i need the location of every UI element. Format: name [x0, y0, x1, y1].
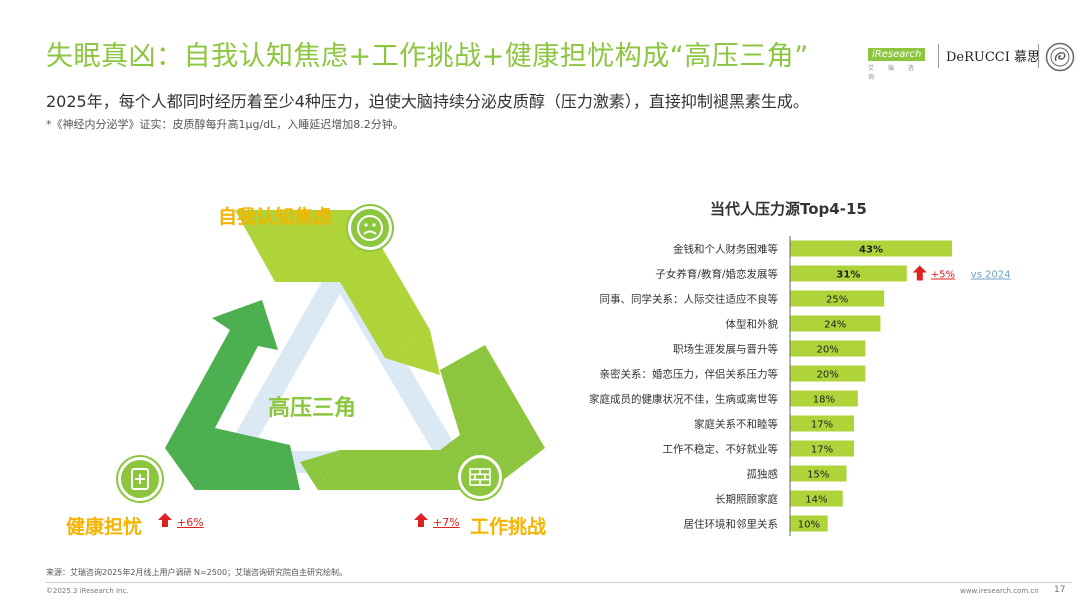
bar-value-label: 17% [811, 445, 833, 456]
triangle-center-label: 高压三角 [268, 396, 357, 421]
delta-health-worry: +6% [177, 516, 204, 529]
copyright: ©2025.3 iResearch Inc. [46, 587, 129, 595]
delta-work-challenge: +7% [433, 516, 460, 529]
bar [790, 390, 858, 407]
sad-face-icon-glyph [357, 215, 383, 241]
bar [790, 440, 855, 457]
bar [790, 365, 866, 382]
iresearch-logo-sub: 艾 瑞 咨 询 [868, 65, 920, 81]
annotation-compare: vs 2024 [971, 270, 1011, 281]
bar [790, 515, 828, 532]
bar-value-label: 25% [826, 295, 848, 306]
bar-value-label: 10% [798, 520, 820, 531]
bar [790, 240, 952, 257]
bar-value-label: 43% [859, 245, 883, 256]
up-arrow-icon [158, 513, 172, 527]
pressure-triangle-graphic [165, 210, 545, 490]
bar [790, 490, 843, 507]
bar-category-label: 居住环境和邻里关系 [684, 518, 779, 531]
bar [790, 340, 866, 357]
bar-category-label: 亲密关系：婚恋压力，伴侣关系压力等 [600, 368, 779, 381]
chart-title: 当代人压力源Top4-15 [710, 200, 867, 218]
bar-category-label: 长期照顾家庭 [715, 493, 778, 506]
bar-value-label: 17% [811, 420, 833, 431]
bar [790, 315, 881, 332]
stress-source-bar-chart: 金钱和个人财务困难等 43% 子女养育/教育/婚恋发展等 31% 同事、同学关系：人际交… [589, 236, 1011, 536]
derucci-seal-icon [1045, 42, 1075, 72]
iresearch-logo-text: iResearch [868, 48, 926, 61]
logo-divider [938, 44, 939, 68]
bar-category-label: 子女养育/教育/婚恋发展等 [655, 268, 778, 281]
iresearch-logo: iResearch 艾 瑞 咨 询 [868, 42, 930, 81]
bar-category-label: 同事、同学关系：人际交往适应不良等 [600, 293, 779, 306]
brick-wall-icon [458, 455, 502, 499]
triangle-segment-right [318, 345, 545, 490]
health-shield-icon-glyph [131, 468, 149, 490]
annotation-delta: +5% [931, 270, 955, 281]
derucci-logo: DeRUCCI 慕思 [946, 50, 1041, 65]
page-subtitle: 2025年，每个人都同时经历着至少4种压力，迫使大脑持续分泌皮质醇（压力激素），… [46, 92, 809, 111]
source-note: 来源：艾瑞咨询2025年2月线上用户调研 N=2500；艾瑞咨询研究院自主研究绘… [46, 568, 348, 577]
bar-category-label: 孤独感 [747, 468, 779, 481]
label-health-worry: 健康担忧 [66, 516, 143, 538]
footer-url: www.iresearch.com.cn [960, 587, 1039, 595]
bar-value-label: 14% [805, 495, 827, 506]
triangle-arrow-top [385, 330, 440, 375]
bar [790, 265, 907, 282]
brick-wall-icon-glyph [469, 468, 491, 486]
page-number: 17 [1054, 585, 1066, 595]
logo-divider [1038, 44, 1039, 68]
bar-value-label: 20% [817, 345, 839, 356]
triangle-segment-left [165, 300, 300, 490]
footer-divider [46, 582, 1072, 583]
bar-value-label: 18% [813, 395, 835, 406]
bar-value-label: 15% [807, 470, 829, 481]
bar-category-label: 家庭成员的健康状况不佳，生病或离世等 [589, 393, 778, 406]
bar [790, 290, 885, 307]
bar-category-label: 金钱和个人财务困难等 [673, 243, 778, 256]
triangle-segment-top [235, 210, 430, 358]
label-self-anxiety: 自我认知焦虑 [218, 206, 333, 228]
bar-value-label: 31% [836, 270, 860, 281]
triangle-arrow-right [300, 450, 340, 490]
label-work-challenge: 工作挑战 [470, 516, 547, 538]
bar-category-label: 体型和外貌 [726, 318, 779, 331]
page-footnote: *《神经内分泌学》证实：皮质醇每升高1μg/dL，入睡延迟增加8.2分钟。 [46, 118, 404, 131]
bar-category-label: 家庭关系不和睦等 [694, 418, 778, 431]
bar [790, 415, 855, 432]
bar [790, 465, 847, 482]
health-shield-icon [118, 457, 162, 501]
page-title: 失眠真凶：自我认知焦虑+工作挑战+健康担忧构成“高压三角” [46, 41, 809, 72]
bar-value-label: 24% [824, 320, 846, 331]
up-arrow-icon [912, 265, 927, 281]
up-arrow-icon [414, 513, 428, 527]
sad-face-icon [348, 206, 392, 250]
bar-category-label: 工作不稳定、不好就业等 [663, 443, 779, 456]
bar-value-label: 20% [817, 370, 839, 381]
bar-category-label: 职场生涯发展与晋升等 [673, 343, 778, 356]
